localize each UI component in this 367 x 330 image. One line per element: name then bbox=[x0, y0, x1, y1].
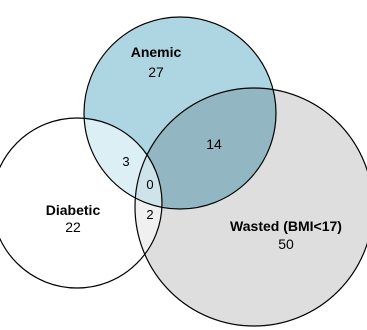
anemic-diabetic-overlap bbox=[84, 118, 162, 209]
diabetic-label: Diabetic bbox=[46, 202, 101, 218]
wasted-count: 50 bbox=[278, 236, 294, 252]
anemic-count: 27 bbox=[148, 64, 164, 80]
anemic-diabetic-count: 3 bbox=[122, 154, 129, 169]
anemic-wasted-count: 14 bbox=[206, 136, 222, 152]
wasted-label: Wasted (BMI<17) bbox=[230, 218, 342, 234]
anemic-outline bbox=[83, 16, 277, 210]
anemic-label: Anemic bbox=[131, 44, 182, 60]
diabetic-wasted-count: 2 bbox=[146, 207, 153, 222]
diabetic-count: 22 bbox=[65, 219, 81, 235]
diabetic-outline bbox=[0, 117, 163, 289]
wasted-outline bbox=[134, 87, 367, 327]
triple-count: 0 bbox=[146, 177, 153, 192]
